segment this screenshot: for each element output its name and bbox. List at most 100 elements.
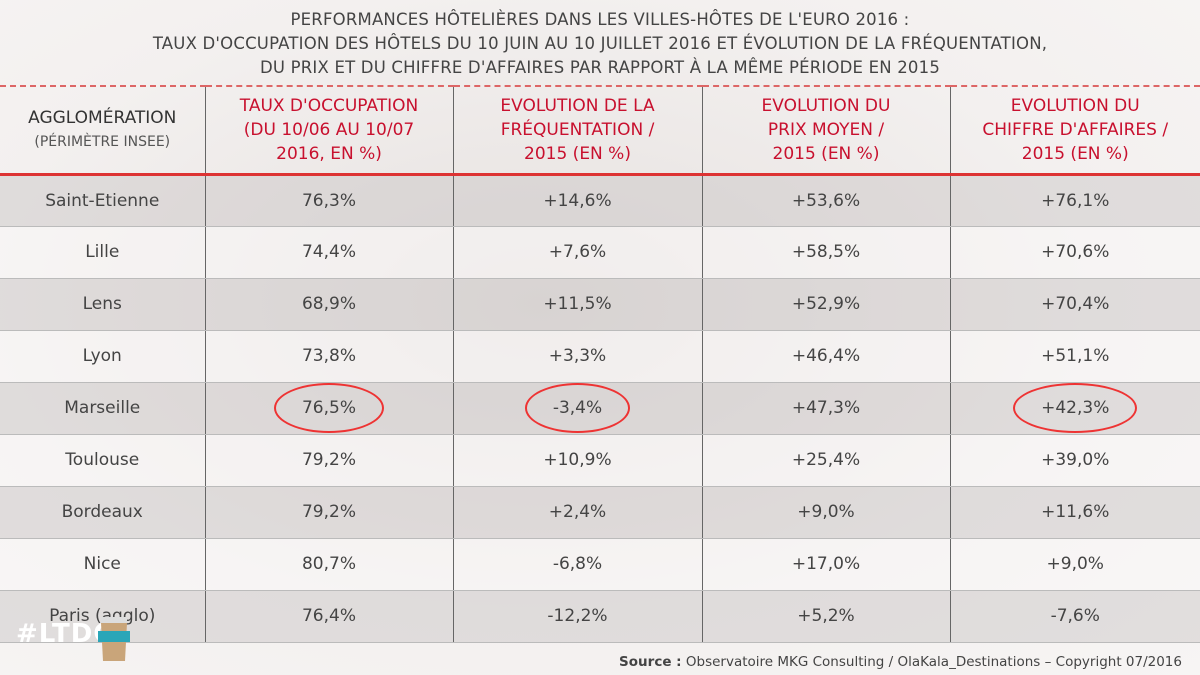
circled-value: +42,3% bbox=[1013, 383, 1138, 433]
cell-text: 74,4% bbox=[301, 242, 356, 262]
cell-text: Nice bbox=[83, 554, 121, 574]
cell-text: +10,9% bbox=[543, 450, 612, 470]
cell-text: 80,7% bbox=[301, 554, 356, 574]
value-cell: 76,5% bbox=[204, 382, 453, 435]
cell-text: +52,9% bbox=[791, 294, 861, 314]
source-note: Source : Observatoire MKG Consulting / O… bbox=[619, 654, 1182, 670]
value-cell: +7,6% bbox=[452, 226, 702, 279]
value-cell: +11,6% bbox=[949, 486, 1200, 539]
cell-text: +11,5% bbox=[543, 294, 612, 314]
table-row: Lille 74,4% +7,6% +58,5% +70,6% bbox=[0, 226, 1200, 279]
value-cell: +3,3% bbox=[452, 330, 702, 383]
cell-text: +9,0% bbox=[797, 502, 855, 522]
value-cell: +9,0% bbox=[949, 538, 1200, 591]
cell-text: +39,0% bbox=[1041, 450, 1110, 470]
cell-text: 76,3% bbox=[301, 190, 356, 211]
cell-text: 68,9% bbox=[301, 294, 356, 314]
cell-text: +53,6% bbox=[791, 190, 861, 211]
cell-text: 79,2% bbox=[301, 502, 356, 522]
header-sub: (PÉRIMÈTRE INSEE) bbox=[34, 133, 171, 150]
cell-text: 73,8% bbox=[301, 346, 356, 366]
cell-text: +7,6% bbox=[548, 242, 607, 262]
cell-text: Marseille bbox=[64, 398, 141, 418]
cell-text: Paris (agglo) bbox=[49, 606, 156, 626]
value-cell: +52,9% bbox=[701, 278, 950, 331]
value-cell: +9,0% bbox=[701, 486, 950, 539]
cell-text: +9,0% bbox=[1046, 554, 1104, 574]
city-cell: Lille bbox=[0, 226, 205, 279]
cell-text: +14,6% bbox=[543, 190, 612, 211]
title-line: TAUX D'OCCUPATION DES HÔTELS DU 10 JUIN … bbox=[152, 34, 1048, 53]
header-main: EVOLUTION DU CHIFFRE D'AFFAIRES / 2015 (… bbox=[982, 95, 1169, 164]
value-cell: -6,8% bbox=[452, 538, 702, 591]
value-cell: +14,6% bbox=[452, 174, 702, 227]
table-row: Paris (agglo) 76,4% -12,2% +5,2% -7,6% bbox=[0, 590, 1200, 643]
cell-text: 76,4% bbox=[301, 606, 356, 626]
title-line: PERFORMANCES HÔTELIÈRES DANS LES VILLES-… bbox=[290, 10, 910, 29]
header-row: AGGLOMÉRATION (PÉRIMÈTRE INSEE) TAUX D'OC… bbox=[0, 85, 1200, 176]
coffee-cup-logo bbox=[98, 617, 130, 661]
header-frequentation: EVOLUTION DE LA FRÉQUENTATION / 2015 (EN… bbox=[452, 85, 702, 176]
page-title: PERFORMANCES HÔTELIÈRES DANS LES VILLES-… bbox=[0, 8, 1200, 80]
table-row: Saint-Etienne 76,3% +14,6% +53,6% +76,1% bbox=[0, 174, 1200, 227]
cell-text: Saint-Etienne bbox=[45, 190, 160, 211]
value-cell: +51,1% bbox=[949, 330, 1200, 383]
cell-text: +5,2% bbox=[797, 606, 855, 626]
cell-text: +3,3% bbox=[548, 346, 607, 366]
value-cell: -7,6% bbox=[949, 590, 1200, 643]
table-row: Lens 68,9% +11,5% +52,9% +70,4% bbox=[0, 278, 1200, 331]
city-cell: Bordeaux bbox=[0, 486, 205, 539]
hashtag-watermark: #LTDC bbox=[16, 619, 114, 649]
value-cell: 80,7% bbox=[204, 538, 453, 591]
cell-text: +11,6% bbox=[1041, 502, 1110, 522]
value-cell: 76,4% bbox=[204, 590, 453, 643]
cell-text: +2,4% bbox=[548, 502, 607, 522]
value-cell: +2,4% bbox=[452, 486, 702, 539]
cell-text: +17,0% bbox=[791, 554, 861, 574]
header-main: AGGLOMÉRATION bbox=[28, 107, 177, 128]
circled-value: -3,4% bbox=[524, 383, 631, 433]
value-cell: +5,2% bbox=[701, 590, 950, 643]
cell-text: +70,6% bbox=[1041, 242, 1110, 262]
circled-value: 76,5% bbox=[273, 383, 385, 433]
value-cell: 76,3% bbox=[204, 174, 453, 227]
city-cell: Lens bbox=[0, 278, 205, 331]
cell-text: Toulouse bbox=[65, 450, 140, 470]
table-row: Bordeaux 79,2% +2,4% +9,0% +11,6% bbox=[0, 486, 1200, 539]
city-cell: Saint-Etienne bbox=[0, 174, 205, 227]
city-cell: Toulouse bbox=[0, 434, 205, 487]
header-agglomeration: AGGLOMÉRATION (PÉRIMÈTRE INSEE) bbox=[0, 85, 205, 176]
table-row: Toulouse 79,2% +10,9% +25,4% +39,0% bbox=[0, 434, 1200, 487]
value-cell: 79,2% bbox=[204, 434, 453, 487]
table-row: Marseille 76,5% -3,4% +47,3% +42,3% bbox=[0, 382, 1200, 435]
value-cell: +47,3% bbox=[701, 382, 950, 435]
cell-text: +58,5% bbox=[791, 242, 861, 262]
header-occupation: TAUX D'OCCUPATION (DU 10/06 AU 10/07 201… bbox=[204, 85, 453, 176]
cell-text: Lyon bbox=[82, 346, 122, 366]
header-ca: EVOLUTION DU CHIFFRE D'AFFAIRES / 2015 (… bbox=[949, 85, 1200, 176]
cell-text: -12,2% bbox=[547, 606, 608, 626]
value-cell: 79,2% bbox=[204, 486, 453, 539]
value-cell: 74,4% bbox=[204, 226, 453, 279]
cell-text: Lens bbox=[82, 294, 122, 314]
value-cell: +25,4% bbox=[701, 434, 950, 487]
value-cell: -3,4% bbox=[452, 382, 702, 435]
value-cell: -12,2% bbox=[452, 590, 702, 643]
city-cell: Nice bbox=[0, 538, 205, 591]
header-main: EVOLUTION DE LA FRÉQUENTATION / 2015 (EN… bbox=[500, 95, 655, 164]
value-cell: +53,6% bbox=[701, 174, 950, 227]
value-cell: +42,3% bbox=[949, 382, 1200, 435]
value-cell: +10,9% bbox=[452, 434, 702, 487]
value-cell: +39,0% bbox=[949, 434, 1200, 487]
table-row: Lyon 73,8% +3,3% +46,4% +51,1% bbox=[0, 330, 1200, 383]
cell-text: Bordeaux bbox=[61, 502, 143, 522]
cell-text: +47,3% bbox=[791, 398, 861, 418]
cell-text: +76,1% bbox=[1041, 190, 1110, 211]
city-cell: Lyon bbox=[0, 330, 205, 383]
header-prix: EVOLUTION DU PRIX MOYEN / 2015 (EN %) bbox=[701, 85, 950, 176]
value-cell: +11,5% bbox=[452, 278, 702, 331]
cell-text: -7,6% bbox=[1050, 606, 1100, 626]
cell-text: +70,4% bbox=[1041, 294, 1110, 314]
value-cell: 73,8% bbox=[204, 330, 453, 383]
cell-text: +25,4% bbox=[791, 450, 861, 470]
